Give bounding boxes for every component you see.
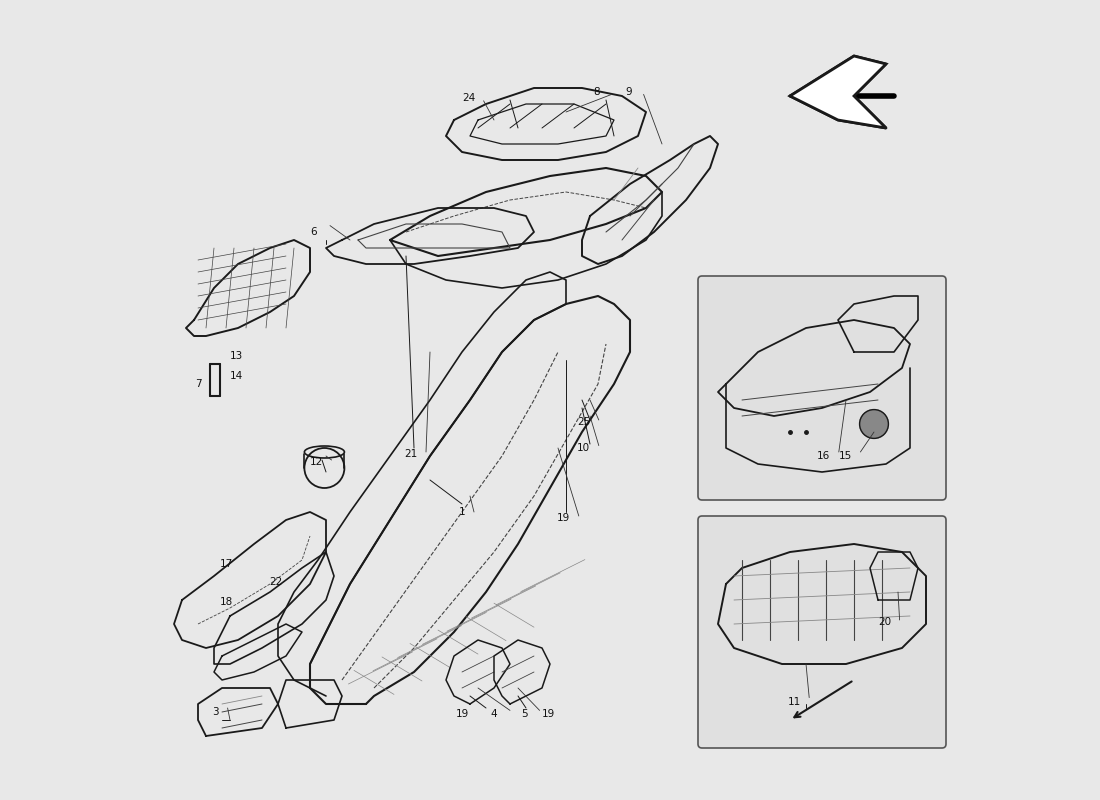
- Text: 10: 10: [578, 443, 591, 453]
- FancyBboxPatch shape: [698, 276, 946, 500]
- Text: 19: 19: [542, 710, 556, 719]
- Text: 21: 21: [404, 450, 417, 459]
- Text: 15: 15: [838, 451, 851, 461]
- Text: 19: 19: [456, 710, 470, 719]
- FancyBboxPatch shape: [698, 516, 946, 748]
- Text: 20: 20: [878, 618, 891, 627]
- Text: 17: 17: [219, 559, 232, 569]
- Text: 7: 7: [195, 379, 201, 389]
- Circle shape: [859, 410, 889, 438]
- Text: 8: 8: [593, 87, 600, 97]
- Text: 4: 4: [491, 709, 497, 718]
- Text: 25: 25: [578, 418, 591, 427]
- Text: 5: 5: [521, 709, 528, 718]
- Text: 19: 19: [557, 514, 570, 523]
- Text: 9: 9: [625, 87, 631, 97]
- Text: 18: 18: [219, 597, 232, 606]
- Text: 6: 6: [310, 227, 317, 237]
- Text: 12: 12: [310, 458, 323, 467]
- Polygon shape: [790, 56, 886, 128]
- Text: 13: 13: [230, 351, 243, 361]
- Text: 11: 11: [788, 698, 801, 707]
- Text: 16: 16: [817, 451, 830, 461]
- Text: 14: 14: [230, 371, 243, 381]
- Text: 22: 22: [270, 578, 283, 587]
- Text: 1: 1: [459, 507, 465, 517]
- Text: 3: 3: [212, 707, 219, 717]
- Text: 24: 24: [462, 94, 475, 103]
